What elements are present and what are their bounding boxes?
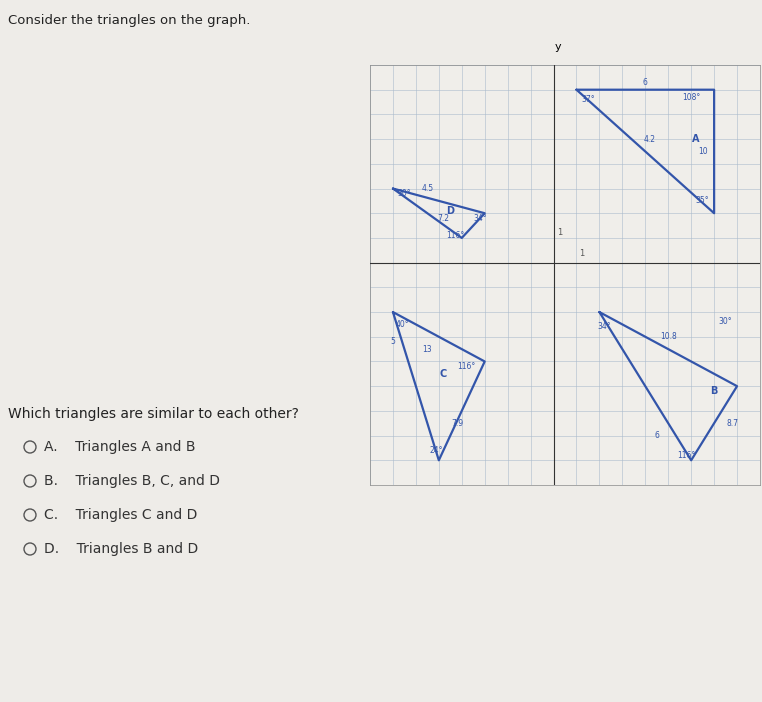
Text: 13: 13 [423,345,432,354]
Text: 4.2: 4.2 [644,135,656,144]
Text: 8.7: 8.7 [726,418,738,428]
Text: y: y [555,42,562,52]
Text: D: D [447,206,454,216]
Text: 6: 6 [655,431,659,440]
Text: B.    Triangles B, C, and D: B. Triangles B, C, and D [44,474,220,488]
Text: Which triangles are similar to each other?: Which triangles are similar to each othe… [8,407,299,421]
Text: A: A [692,134,700,144]
Text: 10.8: 10.8 [660,332,677,341]
Text: Consider the triangles on the graph.: Consider the triangles on the graph. [8,14,251,27]
Text: C.    Triangles C and D: C. Triangles C and D [44,508,197,522]
Text: 5: 5 [390,337,395,346]
Text: 35°: 35° [696,197,709,206]
Text: B: B [710,386,718,396]
Text: 7.9: 7.9 [451,418,463,428]
Text: 34°: 34° [597,322,611,331]
Text: 34°: 34° [473,213,487,223]
Text: 1: 1 [557,228,562,237]
Text: 116°: 116° [446,231,464,240]
Text: 10: 10 [698,147,707,156]
Text: D.    Triangles B and D: D. Triangles B and D [44,542,198,556]
Text: 30°: 30° [719,317,732,326]
Text: 37°: 37° [581,95,595,104]
Text: 30°: 30° [398,189,411,198]
Text: 1: 1 [579,249,584,258]
Text: 108°: 108° [682,93,700,102]
Text: 24°: 24° [430,446,443,455]
Text: A.    Triangles A and B: A. Triangles A and B [44,440,196,454]
Text: 116°: 116° [677,451,696,460]
Text: 116°: 116° [457,362,475,371]
Text: 40°: 40° [395,320,409,329]
Text: 7.2: 7.2 [437,213,450,223]
Text: 6: 6 [643,78,648,87]
Text: C: C [440,369,447,379]
Text: 4.5: 4.5 [421,184,434,193]
